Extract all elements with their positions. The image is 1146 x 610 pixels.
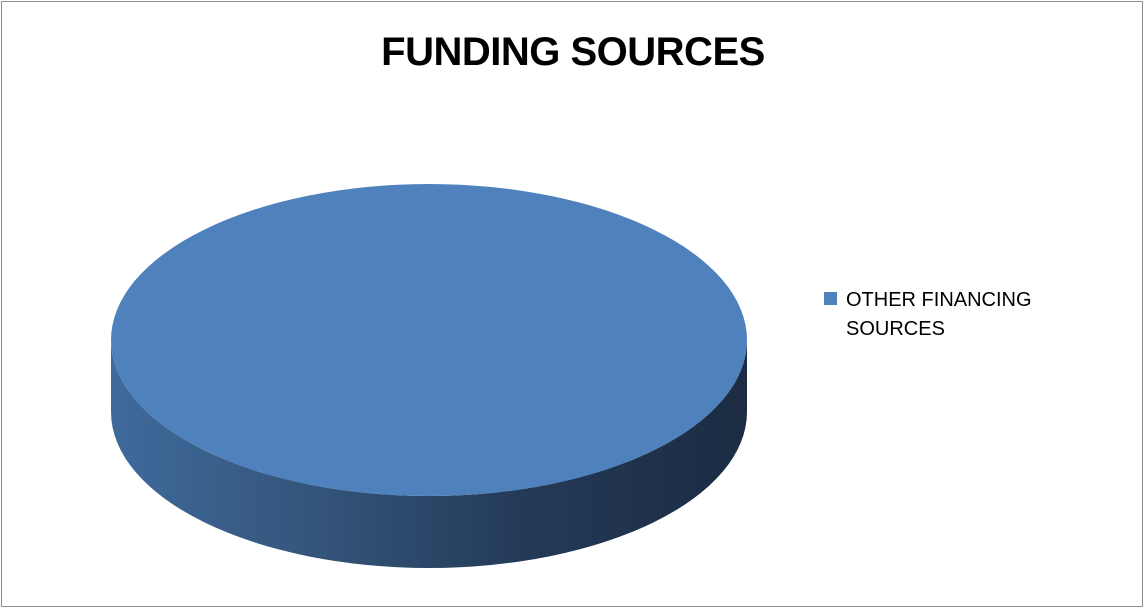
chart-title: FUNDING SOURCES [381, 30, 765, 74]
legend-item-other-financing-sources: OTHER FINANCING SOURCES [824, 286, 1124, 344]
pie-side-wall [111, 340, 747, 568]
legend-label: OTHER FINANCING SOURCES [846, 289, 1032, 340]
legend-swatch [824, 292, 837, 305]
legend: OTHER FINANCING SOURCES [824, 286, 1124, 344]
pie-slice-0 [111, 184, 747, 496]
